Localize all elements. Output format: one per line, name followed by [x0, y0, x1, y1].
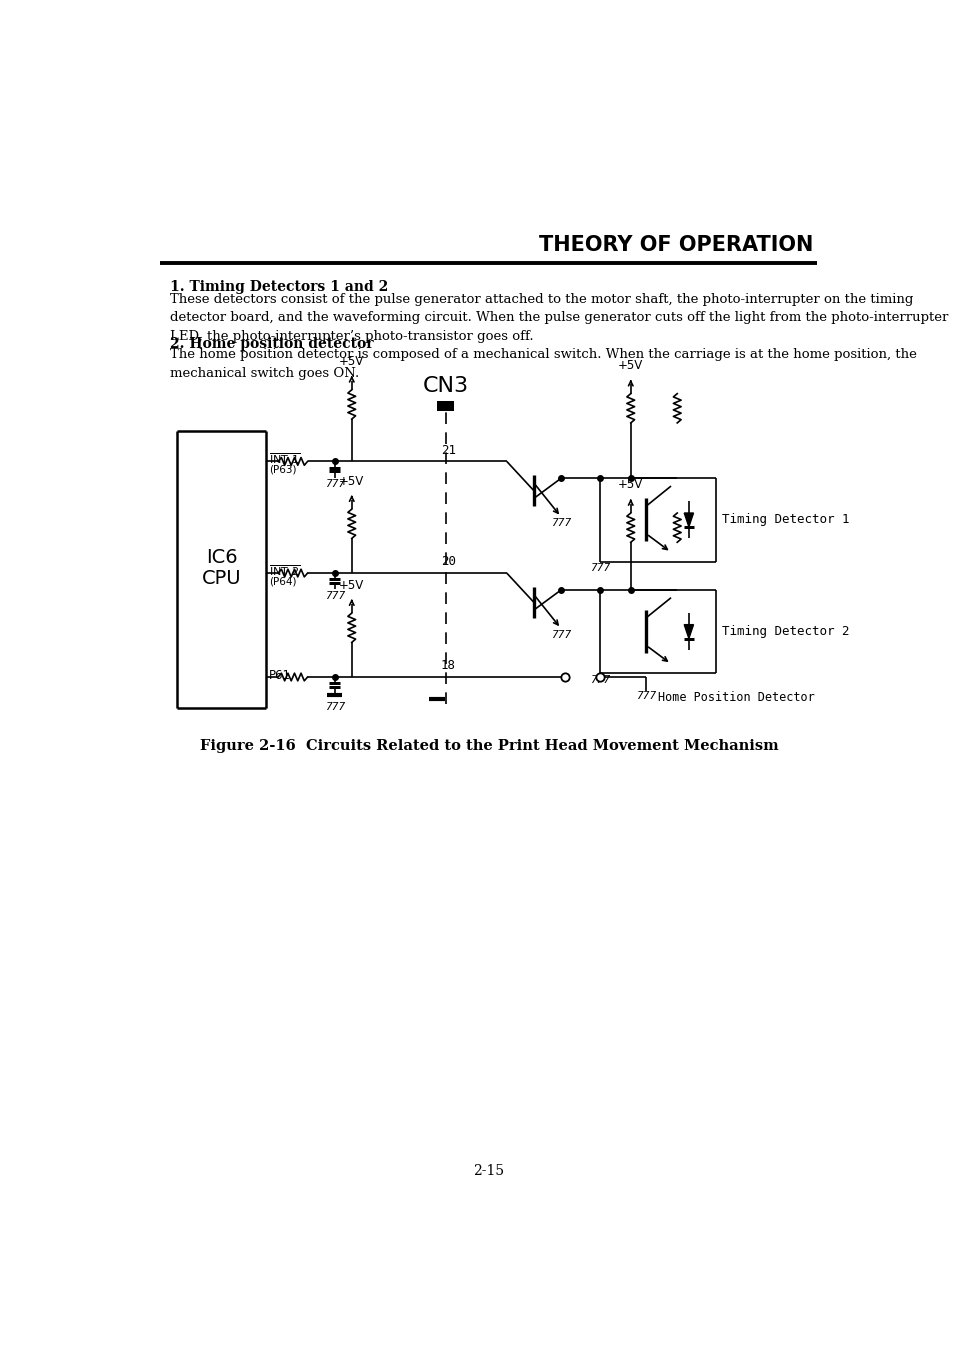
- Text: 21: 21: [440, 444, 456, 457]
- Text: Timing Detector 1: Timing Detector 1: [721, 514, 849, 526]
- Text: 777: 777: [324, 703, 344, 712]
- Text: 777: 777: [324, 479, 344, 490]
- Text: $\overline{\mathsf{INT\ 2}}$: $\overline{\mathsf{INT\ 2}}$: [269, 564, 299, 579]
- Text: CN3: CN3: [422, 376, 468, 397]
- Text: 777: 777: [550, 518, 571, 529]
- Text: $\overline{\mathsf{INT\ 1}}$: $\overline{\mathsf{INT\ 1}}$: [269, 452, 299, 467]
- Text: 18: 18: [440, 660, 456, 672]
- Bar: [436, 401, 454, 411]
- Text: 2. Home position detector: 2. Home position detector: [170, 337, 373, 351]
- Text: Home Position Detector: Home Position Detector: [658, 691, 814, 704]
- Text: 20: 20: [440, 556, 456, 568]
- Text: +5V: +5V: [338, 579, 364, 592]
- Text: CPU: CPU: [202, 569, 241, 588]
- Text: 777: 777: [589, 563, 609, 573]
- Text: +5V: +5V: [338, 355, 364, 368]
- Text: P61: P61: [269, 669, 291, 683]
- Text: IC6: IC6: [206, 548, 237, 567]
- Text: +5V: +5V: [338, 475, 364, 487]
- Text: 777: 777: [636, 691, 656, 701]
- Polygon shape: [683, 513, 693, 527]
- Text: (P63): (P63): [269, 465, 296, 475]
- Polygon shape: [683, 625, 693, 638]
- Text: 777: 777: [324, 591, 344, 600]
- Text: +5V: +5V: [618, 479, 642, 491]
- Text: The home position detector is composed of a mechanical switch. When the carriage: The home position detector is composed o…: [170, 348, 916, 379]
- Text: 2-15: 2-15: [473, 1164, 504, 1178]
- Text: 777: 777: [589, 674, 609, 685]
- Text: +5V: +5V: [618, 359, 642, 372]
- Text: 1. Timing Detectors 1 and 2: 1. Timing Detectors 1 and 2: [170, 281, 388, 294]
- Text: Timing Detector 2: Timing Detector 2: [721, 625, 849, 638]
- Text: THEORY OF OPERATION: THEORY OF OPERATION: [538, 235, 813, 255]
- Text: Figure 2-16  Circuits Related to the Print Head Movement Mechanism: Figure 2-16 Circuits Related to the Prin…: [199, 739, 778, 753]
- Text: These detectors consist of the pulse generator attached to the motor shaft, the : These detectors consist of the pulse gen…: [170, 293, 947, 343]
- Text: 777: 777: [550, 630, 571, 639]
- Text: (P64): (P64): [269, 576, 296, 587]
